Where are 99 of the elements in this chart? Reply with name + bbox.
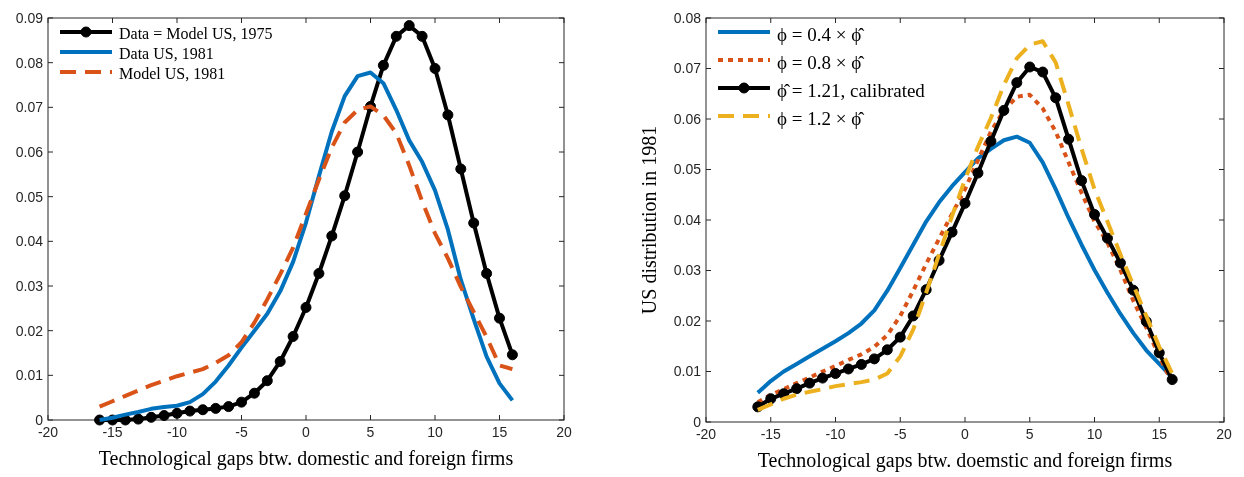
point (1063, 133, 1075, 145)
point (1050, 92, 1062, 104)
point (145, 411, 157, 423)
y-tick-label: 0.09 (15, 9, 44, 26)
x-tick-label: 15 (491, 424, 508, 440)
legend-label: Data US, 1981 (119, 45, 214, 63)
x-tick-label: -10 (825, 426, 846, 442)
legend-label: ϕ = 1.2 × ϕ̂ (777, 107, 865, 129)
point (326, 230, 338, 242)
point (197, 404, 209, 416)
point (791, 383, 803, 395)
legend-label: Data = Model US, 1975 (119, 25, 273, 43)
point (416, 30, 428, 42)
x-tick-label: 0 (302, 424, 311, 440)
point (171, 407, 183, 419)
point (236, 396, 247, 408)
point (300, 301, 312, 313)
x-tick-label: -5 (894, 426, 907, 442)
x-tick-label: -5 (235, 424, 248, 440)
point (881, 344, 893, 356)
point (855, 358, 867, 370)
point (261, 375, 273, 387)
point (1166, 374, 1178, 386)
y-tick-label: 0.03 (673, 262, 702, 279)
x-tick-label: -15 (760, 426, 782, 442)
y-axis-title: US distribution in 1981 (638, 125, 660, 315)
x-tick-label: 0 (961, 426, 970, 442)
y-tick-label: 0.04 (673, 211, 702, 228)
point (1011, 77, 1023, 89)
y-tick-label: 0.03 (15, 277, 44, 294)
x-axis-title: Technological gaps btw. doemstic and foreign firms (757, 449, 1173, 472)
point (223, 401, 235, 413)
point (184, 405, 196, 417)
y-tick-label: 0.05 (15, 188, 44, 205)
y-tick-label: 0.07 (673, 60, 702, 77)
point (390, 30, 402, 42)
point (1101, 232, 1113, 244)
x-tick-label: -20 (695, 426, 717, 442)
legend-label: ϕ = 0.8 × ϕ̂ (777, 51, 865, 73)
x-tick-label: 5 (1025, 426, 1034, 442)
point (248, 387, 260, 399)
x-tick-label: -15 (102, 424, 123, 440)
point (274, 355, 286, 367)
point (377, 59, 389, 71)
point (494, 312, 505, 324)
y-tick-label: 0.06 (15, 143, 44, 160)
point (339, 190, 351, 202)
x-tick-label: 20 (556, 424, 572, 440)
point (455, 163, 467, 175)
point (842, 363, 854, 375)
y-tick-label: 0.05 (673, 161, 702, 178)
point (998, 104, 1010, 116)
point (287, 330, 299, 342)
x-tick-label: 5 (366, 424, 375, 440)
point (442, 109, 454, 121)
point (1114, 257, 1126, 269)
legend-label: ϕ̂ = 1.21, calibrated (777, 79, 926, 101)
point (429, 62, 441, 74)
point (985, 135, 997, 147)
point (1089, 208, 1100, 220)
y-tick-label: 0.02 (673, 312, 702, 329)
x-tick-label: 15 (1151, 426, 1168, 442)
y-tick-label: 0.08 (15, 54, 44, 71)
y-tick-label: 0.07 (15, 99, 44, 116)
point (468, 217, 480, 229)
point (403, 20, 415, 32)
x-tick-label: 10 (1086, 426, 1103, 442)
x-tick-label: 10 (427, 424, 443, 440)
point (352, 146, 364, 158)
point (210, 402, 222, 414)
y-tick-label: 0.02 (15, 322, 44, 339)
point (959, 197, 971, 209)
point (158, 410, 170, 422)
point (830, 368, 841, 380)
point (817, 372, 829, 384)
legend-label: ϕ = 0.4 × ϕ̂ (777, 23, 865, 45)
point (907, 310, 919, 322)
point (481, 267, 493, 279)
point (972, 167, 984, 179)
y-tick-label: 0.04 (15, 233, 44, 250)
point (506, 349, 518, 361)
point (804, 377, 816, 389)
y-tick-label: 0.01 (15, 367, 44, 384)
point (765, 393, 777, 405)
x-axis-title: Technological gaps btw. domestic and foreign firms (98, 447, 514, 470)
point (132, 413, 144, 425)
y-tick-label: 0.01 (673, 363, 702, 380)
x-tick-label: 20 (1216, 426, 1232, 442)
point (1037, 66, 1049, 78)
point (868, 353, 880, 365)
y-tick-label: 0.06 (673, 110, 702, 127)
point (313, 267, 325, 279)
x-tick-label: -10 (166, 424, 188, 440)
point (894, 331, 906, 343)
point (1024, 61, 1036, 73)
y-tick-label: 0.08 (673, 9, 702, 26)
point (1076, 175, 1088, 187)
legend-label: Model US, 1981 (119, 65, 226, 83)
point (946, 226, 958, 238)
